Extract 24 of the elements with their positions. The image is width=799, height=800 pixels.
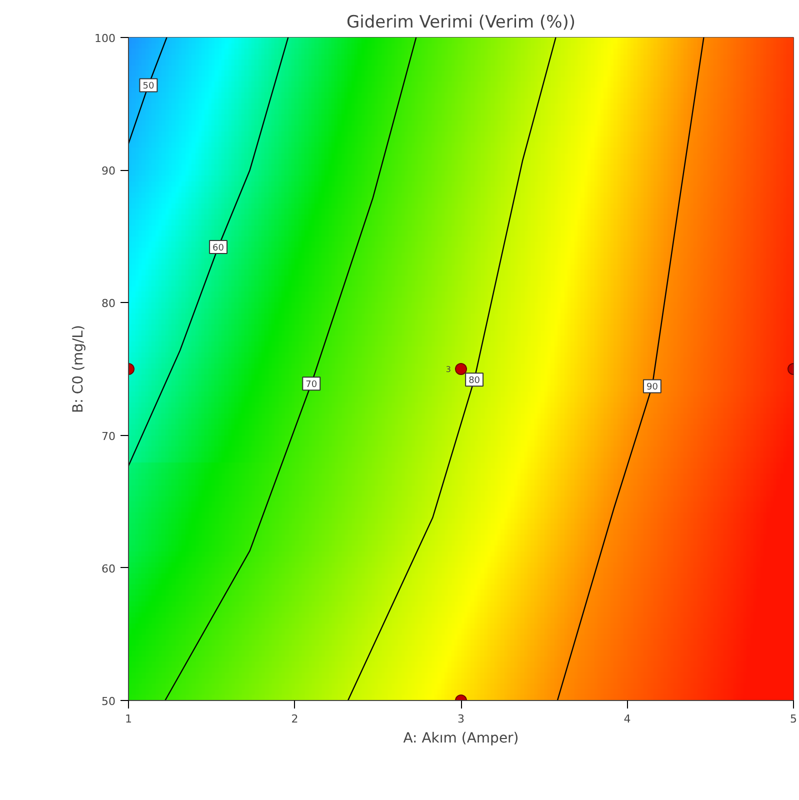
chart-title: Giderim Verimi (Verim (%)) xyxy=(346,12,576,32)
y-tick-label: 80 xyxy=(102,297,116,310)
x-tick-label: 5 xyxy=(790,712,797,726)
annotation: 3 xyxy=(446,365,452,374)
y-tick-label: 100 xyxy=(94,32,116,45)
y-tick-label: 60 xyxy=(102,562,116,576)
line-series xyxy=(164,38,417,700)
line-series xyxy=(347,38,556,700)
y-tick-label: 50 xyxy=(102,695,116,708)
line-series xyxy=(128,38,289,466)
series-label: 90 xyxy=(646,382,658,393)
series-label: 70 xyxy=(306,380,318,390)
y-tick-label: 90 xyxy=(102,164,116,178)
x-tick-label: 4 xyxy=(624,712,631,726)
x-axis-title: A: Akım (Amper) xyxy=(403,730,519,746)
y-axis-title: B: C0 (mg/L) xyxy=(70,325,87,413)
line-series xyxy=(556,38,704,700)
series-label: 60 xyxy=(212,244,224,254)
x-tick-label: 1 xyxy=(125,712,132,726)
x-tick-label: 2 xyxy=(291,712,298,726)
x-tick-label: 3 xyxy=(458,712,464,726)
y-tick-label: 70 xyxy=(102,430,116,443)
series-label: 50 xyxy=(142,82,154,92)
series-label: 80 xyxy=(468,376,480,386)
